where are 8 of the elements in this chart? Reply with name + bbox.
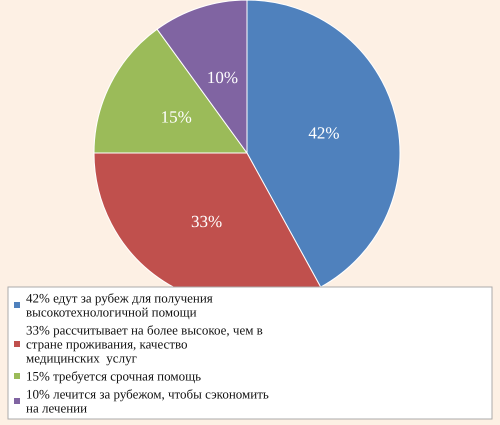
- legend-label: 10% лечится за рубежом, чтобы сэкономить на лечении: [26, 386, 272, 416]
- data-label: 10%: [206, 68, 238, 87]
- data-label: 33%: [190, 212, 222, 231]
- data-label: 42%: [308, 124, 340, 143]
- legend-label: 33% рассчитывает на более высокое, чем в стране проживания, качество медицинских услуг: [26, 322, 266, 366]
- legend-label: 42% едут за рубеж для получения высокотехнологичной помощи: [26, 290, 216, 320]
- data-label: 15%: [160, 107, 192, 126]
- legend-label: 15% требуется срочная помощь: [26, 368, 202, 384]
